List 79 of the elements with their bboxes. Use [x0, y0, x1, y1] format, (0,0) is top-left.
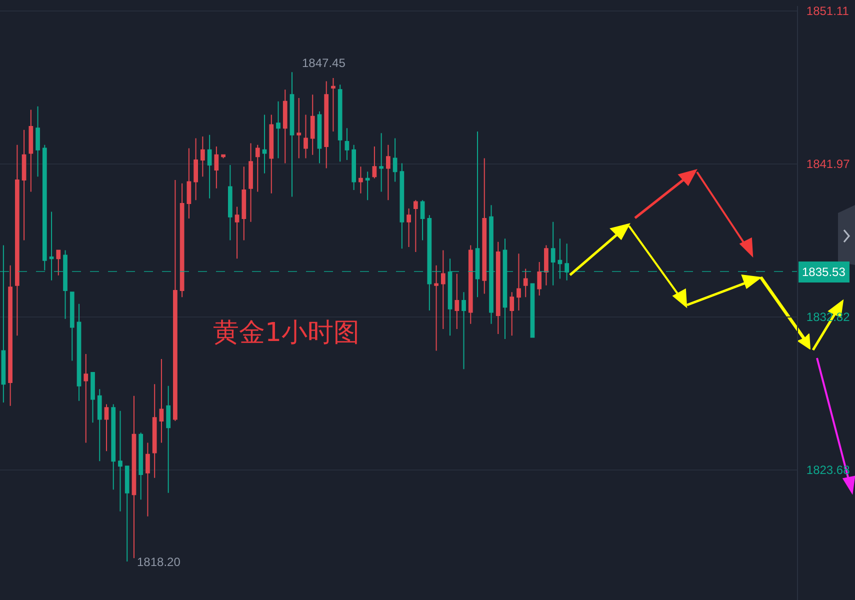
- annotation: 黄金1小时图: [213, 318, 360, 348]
- candlestick: [386, 144, 390, 201]
- candlestick: [434, 264, 438, 352]
- candlestick: [22, 129, 26, 241]
- candlestick: [173, 180, 178, 422]
- candlestick: [344, 128, 350, 160]
- candlestick: [510, 292, 514, 336]
- candlestick: [14, 144, 20, 336]
- candlestick: [400, 162, 404, 250]
- candlestick: [228, 164, 232, 241]
- candlestick: [276, 100, 280, 159]
- candlestick: [358, 166, 363, 194]
- candlestick: [214, 146, 219, 189]
- candlestick: [124, 466, 130, 562]
- y-tick-label: 1851.11: [806, 4, 850, 18]
- candlestick: [221, 154, 226, 159]
- candlestick: [90, 372, 95, 424]
- candlestick: [234, 206, 240, 260]
- candlestick: [550, 221, 556, 286]
- candlestick: [482, 158, 487, 294]
- candlestick: [468, 244, 473, 324]
- candlestick: [70, 292, 74, 362]
- candlestick: [186, 148, 192, 219]
- candlestick: [413, 200, 418, 252]
- candlestick: [372, 146, 377, 179]
- candlestick: [56, 250, 61, 276]
- candlestick: [440, 250, 446, 330]
- candlestick: [146, 442, 150, 517]
- candlestick: [242, 166, 246, 241]
- candlestick: [118, 410, 122, 512]
- ref-line-label: 1835.53: [802, 265, 846, 279]
- candlestick: [392, 138, 398, 182]
- candlestick: [282, 89, 288, 164]
- candlestick: [104, 404, 109, 452]
- annotation: 1847.45: [302, 56, 346, 70]
- candlestick: [310, 94, 315, 156]
- candlestick: [49, 211, 54, 281]
- candlestick: [36, 106, 40, 178]
- candlestick: [255, 144, 260, 192]
- candlestick: [97, 388, 102, 462]
- candlestick: [200, 136, 205, 178]
- candlestick: [454, 273, 460, 330]
- candlestick: [8, 264, 12, 406]
- candlestick: [290, 72, 294, 198]
- candlestick: [166, 385, 171, 494]
- candlestick: [331, 77, 336, 132]
- candlestick: [352, 144, 356, 191]
- annotation: 1818.20: [137, 555, 181, 569]
- candlestick: [324, 80, 329, 169]
- candlestick: [207, 134, 212, 199]
- candlestick: [544, 244, 548, 286]
- candlestick: [28, 109, 34, 192]
- candlestick: [462, 292, 466, 370]
- candlestick: [76, 303, 82, 402]
- candlestick: [304, 114, 308, 159]
- candlestick: [111, 404, 116, 490]
- candlestick: [296, 98, 302, 159]
- candlestick: [262, 114, 267, 174]
- candlestick: [152, 384, 157, 478]
- y-tick-label: 1841.97: [806, 156, 850, 171]
- candlestick: [317, 110, 322, 164]
- candlestick: [406, 208, 411, 248]
- candlestick: [379, 132, 384, 192]
- candlestick: [248, 142, 253, 222]
- candlestick: [530, 283, 535, 338]
- candlestick: [132, 395, 136, 559]
- candlestick: [269, 114, 274, 194]
- candlestick: [180, 182, 184, 298]
- candlestick: [523, 268, 528, 298]
- candlestick: [338, 84, 342, 162]
- candlestick: [138, 432, 144, 500]
- candlestick: [194, 138, 198, 201]
- candlestick: [516, 253, 521, 312]
- candlestick: [159, 358, 164, 444]
- candlestick: [365, 171, 370, 201]
- candlestick: [84, 354, 88, 444]
- candlestick: [496, 241, 500, 334]
- candlestick: [420, 200, 425, 241]
- candlestick: [537, 262, 542, 296]
